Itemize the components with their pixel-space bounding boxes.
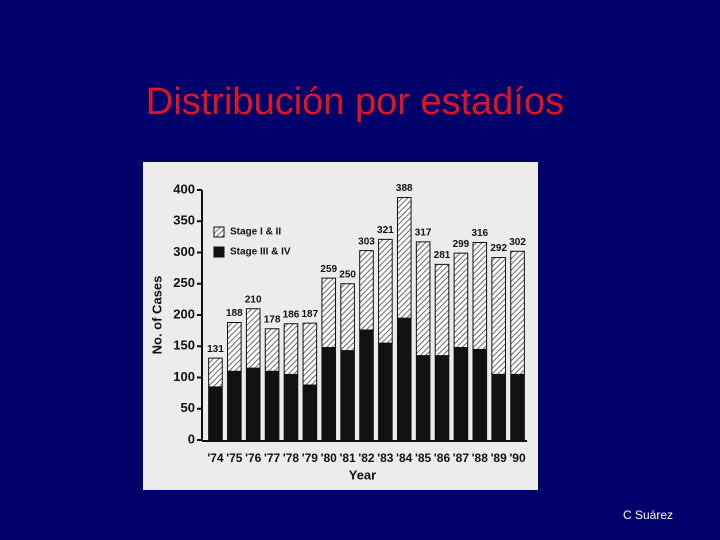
y-tick-label: 350 (173, 213, 195, 228)
bar-segment (510, 373, 525, 441)
total-label: 187 (302, 309, 319, 320)
slide-title: Distribución por estadíos (146, 81, 564, 123)
total-label: 250 (339, 269, 356, 280)
x-tick-label: '76 (245, 451, 262, 465)
bar-segment (245, 308, 261, 369)
bar-segment (415, 355, 431, 441)
bar-segment (321, 347, 337, 441)
legend-swatch (213, 246, 225, 258)
bar-segment (340, 283, 355, 352)
bar-segment (453, 252, 469, 348)
bar-segment (472, 242, 488, 350)
x-tick-label: '82 (358, 451, 375, 465)
x-tick-label: '80 (321, 451, 338, 465)
y-axis-label: No. of Cases (149, 276, 164, 355)
bar-segment (359, 329, 374, 441)
bar-segment (283, 373, 299, 441)
x-tick-label: '74 (207, 451, 224, 465)
x-tick-label: '85 (415, 451, 432, 465)
bar-segment (264, 328, 280, 372)
bar-segment (453, 347, 469, 441)
total-label: 259 (320, 264, 337, 275)
x-tick-label: '84 (396, 451, 413, 465)
bar-segment (415, 241, 431, 357)
total-label: 317 (415, 228, 432, 239)
bar-segment (472, 348, 488, 441)
total-label: 131 (207, 344, 224, 355)
bar-segment (491, 257, 506, 375)
y-tick-label: 200 (173, 306, 195, 321)
x-tick-label: '79 (302, 451, 319, 465)
x-tick-label: '83 (377, 451, 394, 465)
total-label: 303 (358, 236, 375, 247)
x-tick-label: '86 (434, 451, 451, 465)
x-tick-label: '78 (283, 451, 300, 465)
bar-segment (264, 370, 280, 441)
bar-segment (321, 277, 337, 348)
bar-segment (434, 263, 450, 357)
legend-label: Stage I & II (230, 227, 281, 238)
bar-segment (208, 357, 223, 388)
bar-segment (378, 238, 393, 344)
x-tick-label: '77 (264, 451, 281, 465)
total-label: 302 (509, 237, 526, 248)
total-label: 210 (245, 294, 262, 305)
total-label: 321 (377, 225, 394, 236)
bar-segment (302, 384, 318, 441)
y-tick-label: 100 (173, 369, 195, 384)
x-tick-label: '90 (509, 451, 526, 465)
bar-segment (396, 317, 412, 441)
x-tick-label: '88 (472, 451, 489, 465)
bar-segment (434, 355, 450, 441)
total-label: 299 (453, 239, 470, 250)
total-label: 292 (490, 243, 507, 254)
total-label: 188 (226, 308, 243, 319)
total-label: 316 (471, 228, 488, 239)
y-tick-label: 400 (173, 181, 195, 196)
x-tick-label: '75 (226, 451, 243, 465)
total-label: 388 (396, 183, 413, 194)
x-tick-label: '89 (491, 451, 508, 465)
bar-segment (245, 367, 261, 441)
x-axis-label: Year (349, 467, 376, 482)
footer: C Suárez (623, 508, 673, 522)
total-label: 178 (264, 314, 281, 325)
bar-segment (359, 250, 374, 331)
bar-segment (227, 322, 242, 372)
bar-segment (510, 250, 525, 375)
y-tick-label: 300 (173, 244, 195, 259)
legend-swatch (213, 226, 225, 238)
bar-segment (302, 322, 318, 386)
legend-label: Stage III & IV (230, 247, 291, 258)
bar-segment (283, 323, 299, 375)
bar-segment (208, 386, 223, 441)
y-tick-label: 250 (173, 275, 195, 290)
bar-segment (491, 373, 506, 441)
total-label: 186 (283, 309, 300, 320)
bar-segment (396, 197, 412, 319)
x-tick-label: '87 (453, 451, 470, 465)
y-tick-label: 50 (181, 400, 195, 415)
bar-segment (378, 342, 393, 441)
x-tick-label: '81 (340, 451, 357, 465)
bar-segment (227, 370, 242, 441)
total-label: 281 (434, 250, 451, 261)
y-tick-label: 0 (188, 431, 195, 446)
y-tick-label: 150 (173, 338, 195, 353)
bar-segment (340, 350, 355, 441)
